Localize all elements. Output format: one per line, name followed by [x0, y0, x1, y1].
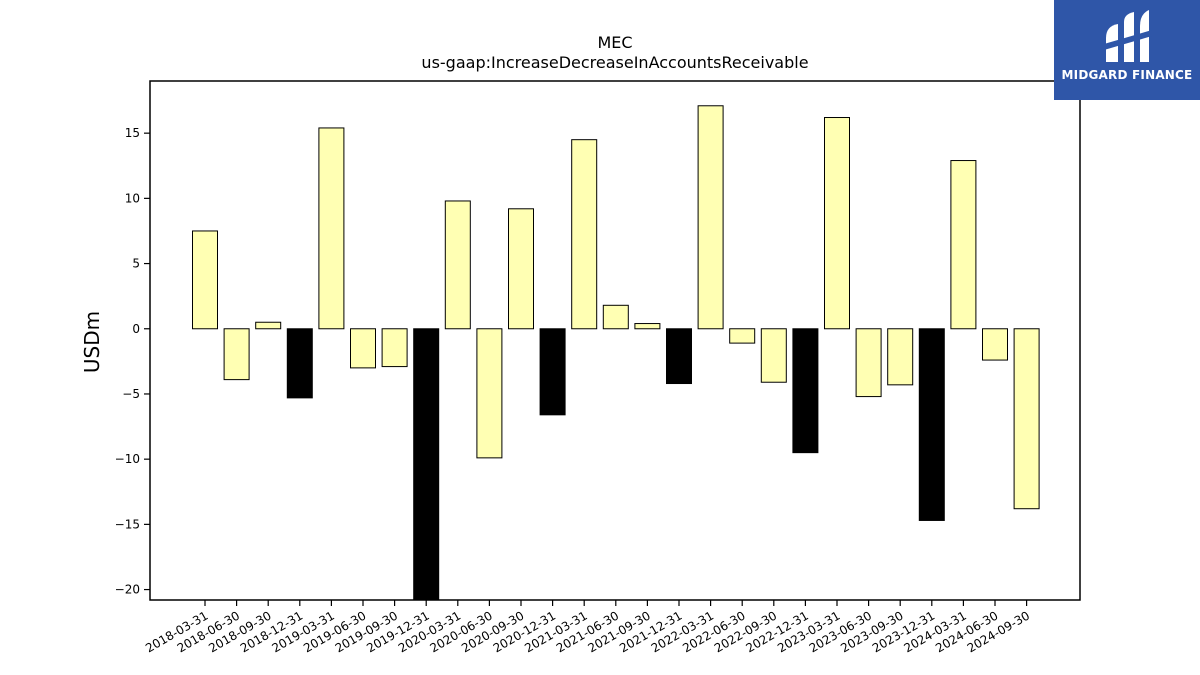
x-axis-ticks: 2018-03-312018-06-302018-09-302018-12-31… — [143, 600, 1032, 655]
midgard-finance-logo: MIDGARD FINANCE — [1054, 0, 1200, 100]
bar-2023-12-31 — [918, 328, 945, 521]
bar-2024-09-30 — [1013, 328, 1040, 510]
bar-2024-03-31 — [950, 160, 977, 330]
bar-2023-03-31 — [824, 117, 850, 330]
y-tick-label: 15 — [125, 126, 140, 140]
y-tick-label: 5 — [132, 257, 140, 271]
y-tick-label: 10 — [125, 191, 140, 205]
bar-2021-12-31 — [666, 328, 692, 385]
logo-mark-icon — [1104, 10, 1152, 62]
chart-subtitle: us-gaap:IncreaseDecreaseInAccountsReceiv… — [421, 53, 808, 72]
bar-2022-06-30 — [729, 328, 756, 344]
bar-2021-03-31 — [571, 139, 598, 330]
bar-2022-09-30 — [760, 328, 787, 383]
bar-2020-03-31 — [444, 200, 471, 330]
y-tick-label: −10 — [115, 452, 140, 466]
y-axis-label: USDm — [80, 311, 104, 373]
bar-2018-12-31 — [286, 328, 313, 399]
bar-2019-09-30 — [381, 328, 408, 368]
y-axis-ticks: −20 −15 −10 −5 0 5 10 15 — [115, 126, 150, 597]
bar-2020-06-30 — [476, 328, 503, 459]
bar-2024-06-30 — [982, 328, 1008, 361]
y-tick-label: −20 — [115, 583, 140, 597]
bar-2021-09-30 — [634, 323, 661, 330]
bars-group — [192, 105, 1040, 601]
logo-text: MIDGARD FINANCE — [1061, 68, 1193, 82]
bar-2023-09-30 — [887, 328, 914, 386]
y-tick-label: −5 — [122, 387, 140, 401]
bar-2023-06-30 — [855, 328, 882, 398]
bar-2020-09-30 — [508, 208, 534, 330]
chart-title: MEC — [597, 33, 632, 52]
bar-2019-12-31 — [413, 328, 440, 601]
y-tick-label: 0 — [132, 322, 140, 336]
bar-2020-12-31 — [539, 328, 566, 416]
bar-2022-03-31 — [697, 105, 724, 330]
bar-2018-09-30 — [255, 321, 282, 330]
bar-2018-03-31 — [192, 230, 218, 330]
bar-2019-06-30 — [350, 328, 376, 369]
bar-2022-12-31 — [792, 328, 819, 454]
bar-2019-03-31 — [318, 127, 345, 330]
bar-2018-06-30 — [223, 328, 250, 381]
y-tick-label: −15 — [115, 517, 140, 531]
plot-frame — [149, 80, 1081, 601]
bar-2021-06-30 — [602, 304, 629, 330]
